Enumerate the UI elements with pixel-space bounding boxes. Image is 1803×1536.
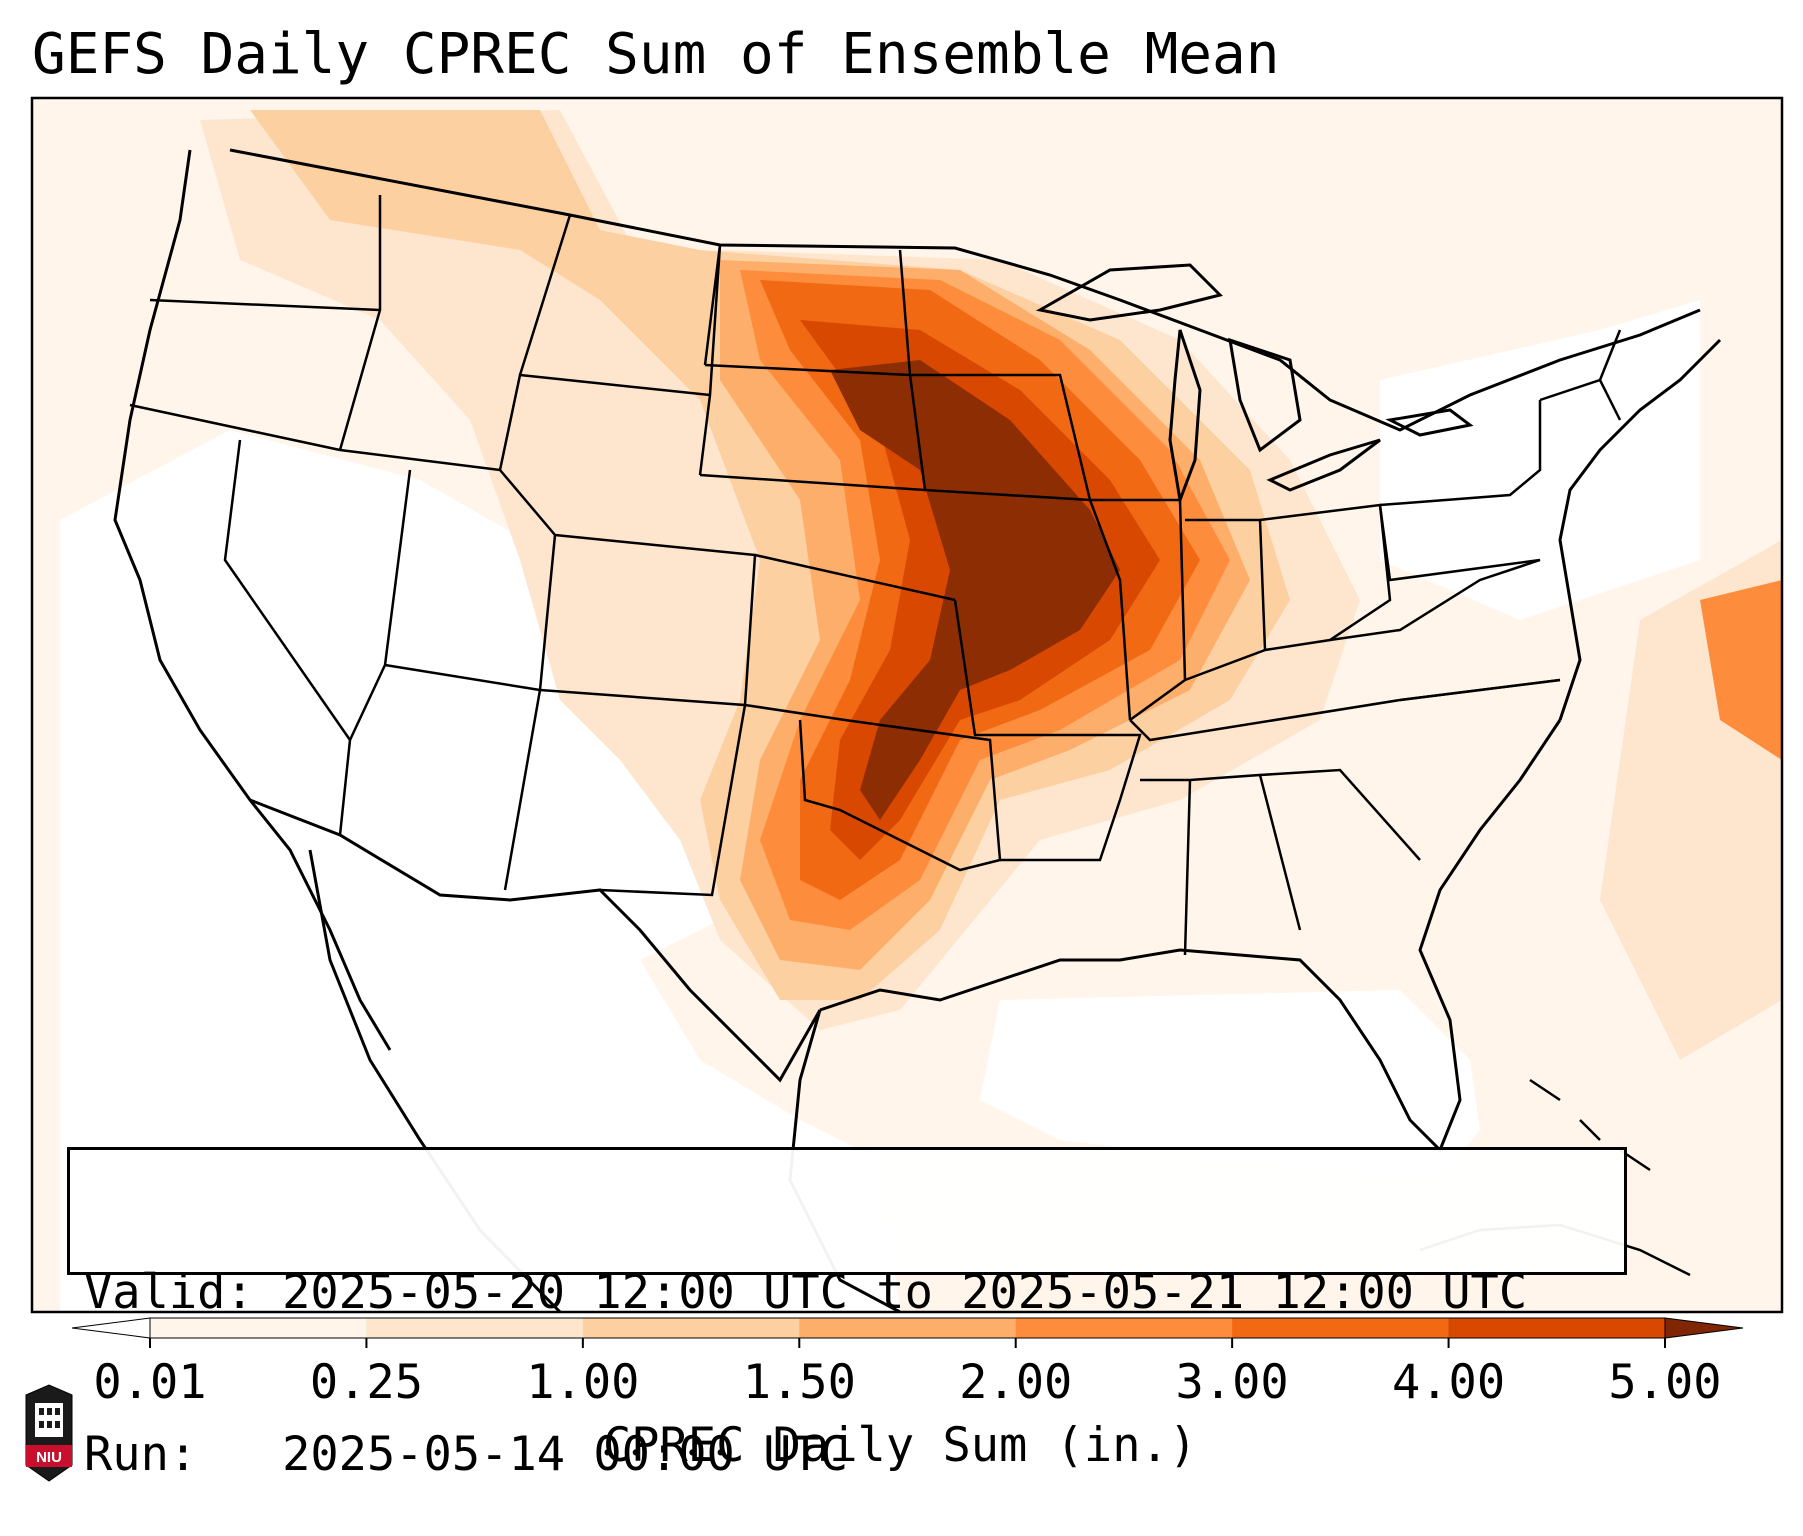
state-line-co-ks-ne xyxy=(539,533,757,707)
state-line-nd-sd-ne xyxy=(699,363,956,602)
valid-run-info-box: Valid: 2025-05-20 12:00 UTC to 2025-05-2… xyxy=(67,1147,1627,1482)
lake-superior xyxy=(1035,263,1223,322)
state-line-va-nc xyxy=(1329,558,1561,702)
colorbar-tick-label: 4.00 xyxy=(1391,1355,1506,1410)
map-frame xyxy=(30,96,1784,1314)
colorbar-segment xyxy=(799,1318,1017,1338)
colorbar-over-extension xyxy=(1664,1317,1744,1339)
colorbar-tick-label: 2.00 xyxy=(959,1355,1073,1410)
colorbar-segment xyxy=(582,1318,800,1338)
colorbar-segment xyxy=(1232,1318,1450,1338)
state-line-ms-al-ga xyxy=(1140,768,1421,956)
mexico-border xyxy=(249,798,822,1083)
valid-time-text: Valid: 2025-05-20 12:00 UTC to 2025-05-2… xyxy=(84,1265,1528,1320)
precip-field-layer xyxy=(60,110,1782,1312)
colorbar-tick-label: 3.00 xyxy=(1175,1355,1289,1410)
lake-erie xyxy=(1266,438,1381,492)
band-500-core xyxy=(830,360,1120,820)
lake-ontario xyxy=(1385,408,1474,437)
state-line-id-wy xyxy=(339,373,711,472)
colorbar xyxy=(71,1317,1744,1348)
state-line-or-ca xyxy=(129,403,341,452)
state-line-pa-ny xyxy=(1378,400,1542,582)
gulf-coast xyxy=(819,719,1562,1153)
colorbar-label: CPREC Daily Sum (in.) xyxy=(602,1418,1198,1473)
state-line-wi-il-in xyxy=(1090,498,1267,722)
colorbar-segment xyxy=(1015,1318,1233,1338)
dry-region-gulf xyxy=(980,990,1480,1180)
state-line-oh-mi xyxy=(1259,503,1392,652)
colorbar-segment xyxy=(1448,1318,1666,1338)
run-time-text: Run: 2025-05-14 00:00 UTC xyxy=(84,1427,849,1482)
niu-logo: NIU xyxy=(25,1384,73,1482)
colorbar-segment xyxy=(366,1318,584,1338)
precip-map xyxy=(30,96,1784,1348)
colorbar-frame xyxy=(149,1317,1666,1339)
state-line-tx-ok xyxy=(744,703,1002,872)
svg-text:NIU: NIU xyxy=(36,1449,62,1466)
colorbar-tick-label: 0.01 xyxy=(93,1355,207,1410)
map-boundaries xyxy=(113,148,1722,1312)
lake-huron xyxy=(1228,337,1302,453)
us-west-coast xyxy=(113,149,392,1051)
state-line-ia-mo xyxy=(924,488,1132,721)
chart-title: GEFS Daily CPREC Sum of Ensemble Mean xyxy=(32,22,1280,87)
state-line-ne xyxy=(1539,329,1622,421)
band-200-atlantic xyxy=(1700,580,1782,760)
state-line-mt-wy-dak xyxy=(518,214,722,476)
state-line-az-nm xyxy=(503,689,747,897)
state-line-ut-co xyxy=(384,469,557,692)
colorbar-tick-label: 1.50 xyxy=(742,1355,856,1410)
state-borders xyxy=(129,195,1622,956)
canada-us-border xyxy=(229,148,1701,432)
atlantic-coast xyxy=(1558,338,1722,721)
state-line-nv-ca xyxy=(223,439,352,836)
colorbar-segment xyxy=(150,1318,367,1338)
colorbar-tick-label: 1.00 xyxy=(526,1355,640,1410)
state-line-mn-ia xyxy=(898,249,1092,501)
state-line-wa-or xyxy=(149,298,381,312)
state-line-id-mt xyxy=(338,195,382,451)
state-line-ks-mo-ar xyxy=(953,599,1142,862)
colorbar-tick-label: 5.00 xyxy=(1608,1355,1722,1410)
colorbar-tick-label: 0.25 xyxy=(309,1355,424,1410)
